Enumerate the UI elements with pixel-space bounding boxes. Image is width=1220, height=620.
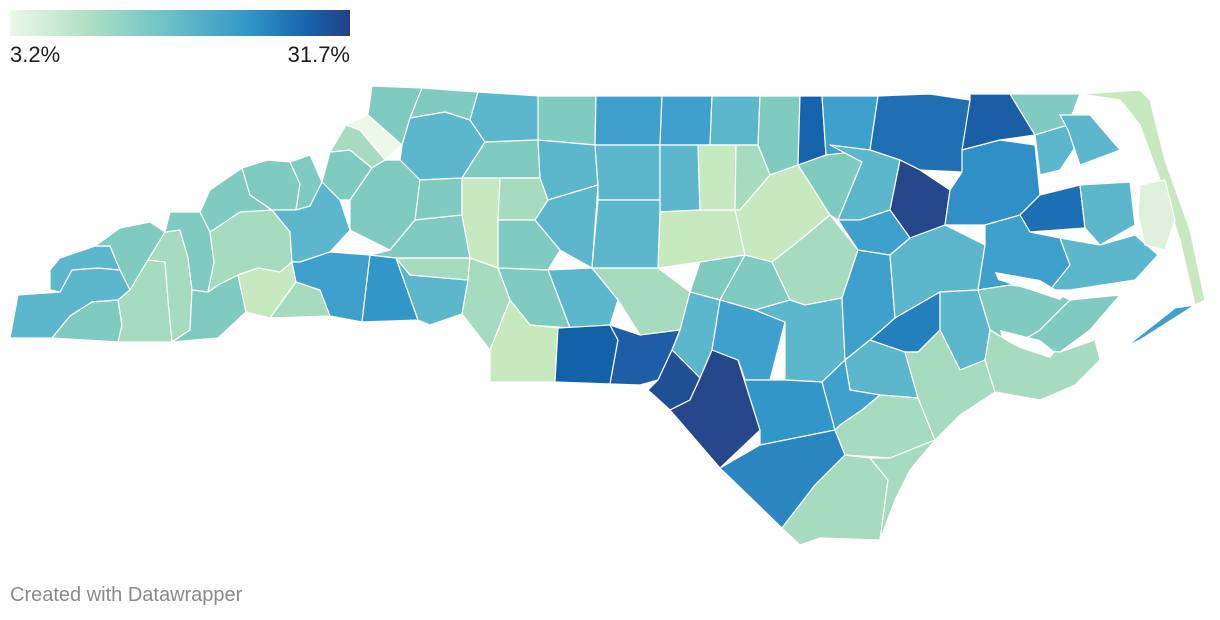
legend-min-label: 3.2% bbox=[10, 42, 61, 67]
county bbox=[497, 219, 561, 271]
county bbox=[869, 439, 936, 541]
legend-max-label: 31.7% bbox=[287, 42, 350, 67]
county bbox=[659, 144, 701, 213]
county bbox=[591, 199, 661, 269]
outer-banks bbox=[1079, 89, 1206, 306]
county bbox=[414, 177, 463, 221]
pamlico-river bbox=[995, 272, 1065, 300]
county bbox=[797, 95, 827, 166]
neuse-river bbox=[1000, 330, 1055, 358]
county bbox=[1059, 114, 1121, 166]
albemarle-sound bbox=[1040, 170, 1125, 190]
legend-gradient-bar bbox=[10, 10, 350, 36]
county bbox=[1127, 304, 1196, 346]
county bbox=[554, 324, 619, 385]
county bbox=[537, 95, 597, 146]
county bbox=[1019, 184, 1086, 233]
county bbox=[709, 95, 761, 146]
county bbox=[49, 245, 121, 293]
color-legend: 3.2% 31.7% bbox=[10, 10, 350, 70]
county bbox=[1049, 234, 1159, 291]
county bbox=[594, 95, 663, 146]
footer-credit: Created with Datawrapper bbox=[10, 584, 243, 606]
county bbox=[1034, 124, 1081, 176]
county bbox=[594, 144, 661, 201]
county bbox=[697, 144, 737, 211]
county bbox=[345, 114, 403, 161]
county bbox=[469, 91, 541, 143]
county bbox=[1137, 179, 1176, 251]
county bbox=[659, 95, 713, 146]
county bbox=[534, 184, 599, 269]
county bbox=[1079, 181, 1136, 246]
county bbox=[944, 139, 1041, 226]
county bbox=[821, 95, 879, 156]
